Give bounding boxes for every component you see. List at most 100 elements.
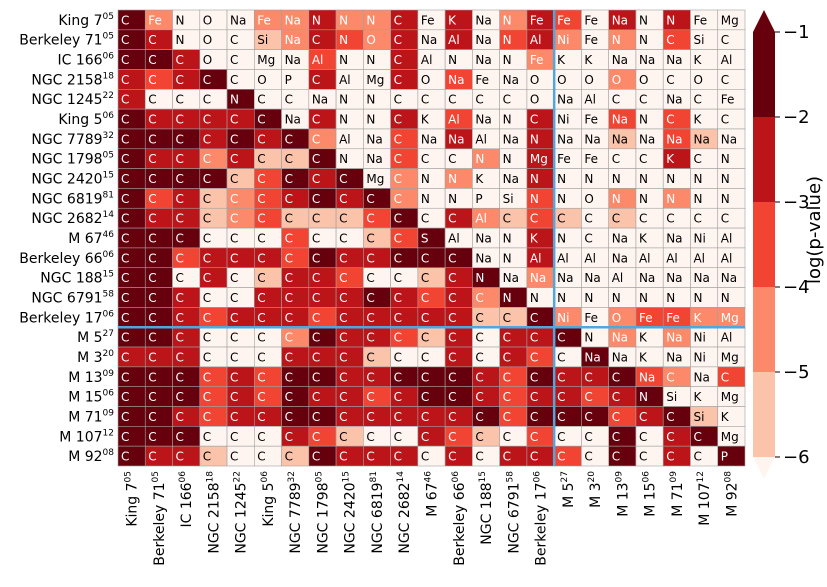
cell-label: C [557,350,565,364]
cell-label: Al [475,132,487,146]
cell-label: C [421,93,429,107]
row-label: King 506 [58,111,114,128]
cell-label: C [148,232,156,246]
cell-label: C [394,390,402,404]
cell-label: O [693,73,702,87]
cell-label: C [176,450,184,464]
cell-label: C [721,212,729,226]
cell-label: Na [666,93,682,107]
cell-label: C [557,410,565,424]
cell-label: O [557,73,566,87]
cell-label: C [121,331,129,345]
cell-label: C [394,53,402,67]
cell-label: C [148,311,156,325]
cell-label: C [176,350,184,364]
cell-label: N [693,291,702,305]
cell-label: Na [503,271,519,285]
cell-label: Al [584,251,596,265]
cell-label: P [721,450,728,464]
cell-label: C [394,291,402,305]
cell-label: N [366,13,375,27]
cell-label: Fe [693,13,707,27]
cell-label: C [448,430,456,444]
cell-label: Al [475,212,487,226]
cell-label: C [721,370,729,384]
row-label: M 6746 [68,230,114,247]
cell-label: C [693,450,701,464]
cell-label: N [339,13,348,27]
cell-label: C [203,212,211,226]
cell-label: C [366,390,374,404]
cell-label: Na [421,33,437,47]
column-label: NGC 124522 [233,471,250,554]
cell-label: C [557,331,565,345]
cell-label: Al [339,132,351,146]
cell-label: C [339,390,347,404]
cell-label: C [203,450,211,464]
cell-label: C [312,450,320,464]
cell-label: Na [475,232,491,246]
cell-label: Fe [557,13,571,27]
cell-label: C [176,93,184,107]
cell-label: C [584,212,592,226]
cell-label: C [176,192,184,206]
cell-label: N [503,152,512,166]
cell-label: C [230,172,238,186]
cell-label: N [639,33,648,47]
cell-label: C [203,331,211,345]
cell-label: N [557,232,566,246]
cell-label: C [475,350,483,364]
cell-label: C [312,311,320,325]
cell-label: Al [721,232,733,246]
row-label: NGC 679158 [31,289,114,306]
cell-label: N [693,172,702,186]
row-label: Berkeley 7105 [19,32,114,49]
colorbar-tick-label: −1 [783,22,810,43]
cell-label: C [203,390,211,404]
cell-label: C [176,113,184,127]
cell-label: N [421,172,430,186]
cell-label: Na [612,13,628,27]
heatmap-cells: C Fe N O Na Fe Na N N N C Fe K Na N Fe Fe Fe Na N N Fe MgC C N O C… [117,9,746,467]
cell-label: C [285,212,293,226]
cell-label: N [584,291,593,305]
cell-label: C [557,450,565,464]
cell-label: K [584,53,593,67]
column-label: NGC 778932 [287,471,304,554]
row-label: M 1506 [68,389,114,406]
cell-label: C [203,73,211,87]
cell-label: C [148,132,156,146]
cell-label: C [176,311,184,325]
cell-label: Al [557,251,569,265]
cell-label: C [394,311,402,325]
cell-label: C [176,251,184,265]
cell-label: C [503,93,511,107]
cell-label: C [230,232,238,246]
cell-label: Na [639,53,655,67]
cell-label: Al [584,93,596,107]
cell-label: C [394,251,402,265]
cell-label: C [203,350,211,364]
cell-label: Si [666,390,677,404]
cell-label: C [230,192,238,206]
cell-label: C [503,331,511,345]
cell-label: C [121,251,129,265]
cell-label: N [721,192,730,206]
cell-label: Na [612,53,628,67]
cell-label: C [366,192,374,206]
cell-label: C [557,212,565,226]
cell-label: K [693,390,702,404]
column-label: NGC 681981 [369,471,386,554]
cell-label: N [503,113,512,127]
colorbar-band [753,202,775,287]
cell-label: Fe [530,13,544,27]
cell-label: C [148,172,156,186]
cell-label: C [584,370,592,384]
cell-label: C [530,212,538,226]
cell-label: C [394,33,402,47]
cell-label: C [693,212,701,226]
cell-label: Al [530,33,542,47]
cell-label: C [394,430,402,444]
cell-label: Na [612,232,628,246]
